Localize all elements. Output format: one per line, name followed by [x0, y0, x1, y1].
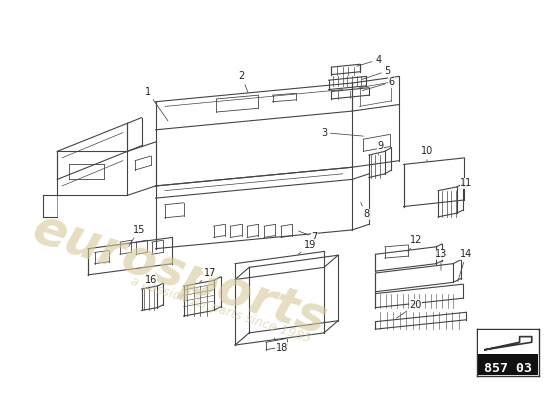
Text: 4: 4: [356, 55, 381, 66]
Text: 8: 8: [361, 202, 369, 219]
Text: 13: 13: [435, 249, 447, 270]
Text: 10: 10: [421, 146, 433, 162]
Text: 16: 16: [145, 274, 157, 289]
Text: 12: 12: [408, 235, 422, 252]
Text: eurosports: eurosports: [26, 205, 332, 345]
Text: 7: 7: [299, 231, 318, 242]
Text: 3: 3: [321, 128, 364, 138]
Text: a passion for parts since 1985: a passion for parts since 1985: [129, 275, 313, 346]
Text: 857 03: 857 03: [485, 362, 532, 375]
Text: 1: 1: [145, 87, 168, 121]
Text: 6: 6: [362, 77, 394, 91]
Text: 15: 15: [129, 225, 145, 246]
Text: 2: 2: [239, 72, 248, 93]
Bar: [478, 330, 538, 354]
Text: 9: 9: [377, 141, 383, 155]
Text: 19: 19: [298, 240, 316, 254]
Text: 5: 5: [362, 66, 390, 79]
Bar: [478, 354, 538, 375]
Text: 14: 14: [458, 249, 472, 282]
Text: 20: 20: [397, 300, 422, 318]
Text: 11: 11: [457, 178, 472, 191]
Text: 18: 18: [274, 338, 288, 353]
Text: 17: 17: [200, 268, 216, 282]
